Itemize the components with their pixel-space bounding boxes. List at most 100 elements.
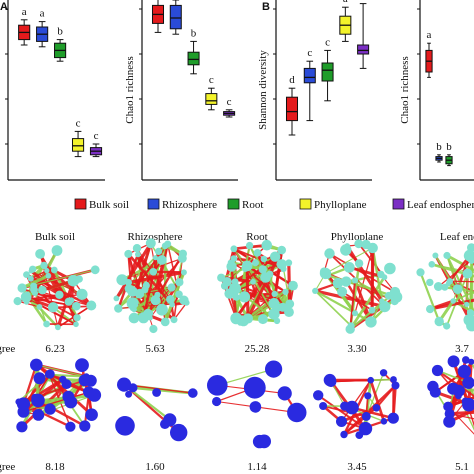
network-node bbox=[463, 249, 474, 262]
network-node bbox=[462, 376, 474, 389]
network-node bbox=[29, 265, 37, 273]
network-node bbox=[75, 275, 83, 283]
network-node bbox=[258, 265, 267, 274]
network-node bbox=[341, 276, 352, 287]
legend-label: Phylloplane bbox=[314, 199, 367, 211]
network-1-5: 3.7 bbox=[416, 243, 474, 355]
network-node bbox=[72, 301, 81, 311]
network-edge bbox=[429, 298, 474, 311]
network-edge bbox=[115, 242, 153, 300]
box-rhizosphere: c bbox=[303, 47, 316, 122]
network-node bbox=[447, 355, 460, 368]
network-node bbox=[278, 302, 288, 312]
network-edge bbox=[49, 373, 87, 378]
network-node bbox=[217, 273, 226, 282]
network-node bbox=[257, 314, 268, 325]
network-node bbox=[416, 268, 425, 277]
network-edge bbox=[452, 290, 474, 302]
significance-letter: c bbox=[76, 117, 81, 129]
significance-letter: a bbox=[40, 8, 45, 20]
network-node bbox=[27, 275, 34, 282]
network-node bbox=[271, 290, 278, 297]
box-body bbox=[285, 96, 299, 122]
network-node bbox=[285, 259, 293, 267]
network-node bbox=[85, 408, 98, 422]
network-node bbox=[253, 249, 262, 257]
significance-letter: d bbox=[289, 74, 295, 86]
network-edge bbox=[22, 364, 38, 405]
significance-letter: c bbox=[227, 96, 232, 108]
network-node bbox=[238, 291, 251, 303]
significance-letter: b bbox=[446, 141, 452, 153]
network-node bbox=[282, 288, 289, 296]
network-2-1: 8.18 bbox=[15, 358, 102, 473]
box-bulk-soil: a bbox=[151, 0, 165, 33]
network-node bbox=[270, 251, 281, 262]
network-node bbox=[30, 286, 38, 294]
network-node bbox=[462, 356, 470, 364]
significance-letter: a bbox=[427, 29, 432, 41]
network-node bbox=[145, 238, 156, 249]
network-node bbox=[277, 245, 287, 255]
network-node bbox=[65, 421, 76, 432]
box-phylloplane: a bbox=[339, 0, 352, 42]
network-node bbox=[344, 243, 351, 249]
network-edge bbox=[35, 362, 93, 416]
network-node bbox=[64, 297, 73, 306]
network-node bbox=[452, 284, 463, 294]
network-grid: Bulk soil Rhizosphere Root Phylloplane Leaf … bbox=[0, 231, 474, 473]
network-node bbox=[226, 261, 237, 272]
network-node bbox=[443, 415, 456, 428]
network-node bbox=[361, 411, 371, 421]
network-edge bbox=[173, 302, 188, 321]
network-node bbox=[426, 305, 435, 314]
network-node bbox=[116, 274, 128, 286]
network-edge bbox=[349, 280, 357, 330]
network-node bbox=[447, 382, 460, 395]
network-column-title: Rhizosphere bbox=[128, 231, 183, 243]
network-node bbox=[367, 242, 378, 254]
box-bulk-soil: a bbox=[425, 29, 433, 78]
network-node bbox=[266, 270, 274, 278]
network-node bbox=[273, 317, 281, 325]
network-node bbox=[35, 249, 45, 259]
network-node bbox=[379, 369, 388, 377]
network-node bbox=[33, 372, 46, 385]
network-node bbox=[372, 404, 381, 412]
network-node bbox=[113, 295, 120, 302]
box-root: b bbox=[54, 26, 67, 62]
significance-letter: b bbox=[436, 141, 442, 153]
significance-letter: a bbox=[343, 0, 348, 5]
network-node bbox=[51, 245, 63, 256]
network-1-4: 3.30 bbox=[312, 239, 403, 355]
network-column-title: Root bbox=[246, 231, 267, 243]
network-node bbox=[252, 259, 259, 267]
network-node bbox=[45, 272, 52, 279]
degree-value: 3.45 bbox=[347, 461, 367, 473]
network-node bbox=[73, 321, 79, 328]
network-node bbox=[170, 423, 188, 442]
box-body bbox=[357, 44, 370, 55]
network-edge bbox=[345, 245, 384, 302]
network-node bbox=[43, 320, 50, 328]
network-node bbox=[114, 304, 123, 313]
network-node bbox=[287, 402, 307, 423]
network-column-title: Phylloplane bbox=[331, 231, 384, 243]
network-node bbox=[83, 373, 90, 380]
network-node bbox=[265, 360, 283, 378]
network-node bbox=[170, 316, 178, 324]
network-node bbox=[257, 434, 271, 449]
network-node bbox=[380, 418, 388, 425]
network-node bbox=[463, 314, 474, 326]
network-node bbox=[16, 421, 28, 433]
box-body bbox=[187, 51, 200, 66]
network-node bbox=[31, 393, 40, 402]
network-node bbox=[249, 401, 262, 413]
network-node bbox=[389, 286, 401, 298]
network-node bbox=[381, 274, 388, 281]
network-node bbox=[260, 255, 268, 263]
network-2-5: 5.1 bbox=[427, 355, 474, 473]
network-node bbox=[343, 262, 355, 273]
box-body bbox=[71, 138, 85, 152]
network-node bbox=[276, 259, 287, 270]
